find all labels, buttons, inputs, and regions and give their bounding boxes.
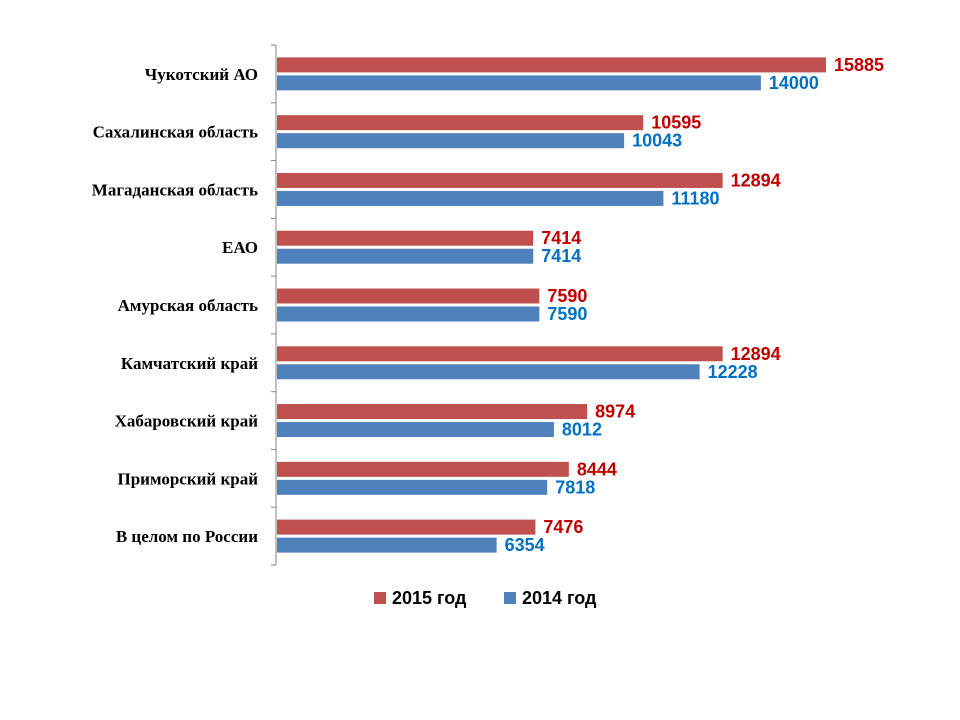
bar-series-1	[277, 519, 536, 535]
bar-series-2	[277, 422, 554, 438]
bar-series-1	[277, 172, 723, 188]
bars-layer	[277, 57, 827, 553]
bar-series-2	[277, 248, 534, 264]
category-label: Камчатский край	[121, 354, 258, 373]
bar-series-1	[277, 404, 588, 420]
legend-label: 2014 год	[522, 588, 597, 608]
data-label: 12228	[708, 362, 758, 382]
data-label: 7818	[555, 477, 595, 497]
data-label: 8012	[562, 420, 602, 440]
category-label: ЕАО	[222, 238, 258, 257]
data-label: 12894	[731, 344, 781, 364]
data-label: 12894	[731, 170, 781, 190]
category-label: Амурская область	[118, 296, 258, 315]
data-label: 8444	[577, 459, 617, 479]
category-label: Сахалинская область	[93, 123, 258, 142]
bar-series-2	[277, 190, 664, 206]
bar-series-1	[277, 346, 723, 362]
data-label: 7414	[541, 246, 581, 266]
bar-series-2	[277, 306, 540, 322]
bar-series-1	[277, 230, 534, 246]
category-label: Магаданская область	[92, 180, 258, 199]
category-label: Хабаровский край	[115, 412, 259, 431]
bar-series-1	[277, 461, 569, 477]
data-label: 11180	[671, 188, 719, 208]
data-label: 7476	[543, 517, 583, 537]
category-label: В целом по России	[116, 527, 258, 546]
legend-swatch	[374, 592, 386, 604]
bar-series-1	[277, 57, 827, 73]
legend: 2015 год 2014 год	[374, 588, 597, 608]
category-label: Чукотский АО	[145, 65, 258, 84]
bar-series-2	[277, 537, 497, 553]
data-label: 7590	[547, 286, 587, 306]
data-label: 7590	[547, 304, 587, 324]
axis-layer	[271, 44, 277, 566]
data-label: 10043	[632, 131, 682, 151]
data-label: 14000	[769, 73, 819, 93]
bar-series-2	[277, 364, 700, 380]
bar-series-1	[277, 115, 644, 131]
data-label: 6354	[505, 535, 545, 555]
data-label: 15885	[834, 55, 884, 75]
bar-series-2	[277, 133, 625, 149]
bar-series-1	[277, 288, 540, 304]
bar-series-2	[277, 75, 761, 91]
category-label: Приморский край	[117, 469, 258, 488]
legend-label: 2015 год	[392, 588, 467, 608]
data-label: 7414	[541, 228, 581, 248]
labels-layer: Чукотский АО 15885 14000 Сахалинская област…	[92, 55, 884, 555]
data-label: 8974	[595, 402, 635, 422]
legend-swatch	[504, 592, 516, 604]
data-label: 10595	[651, 113, 701, 133]
bar-series-2	[277, 479, 548, 495]
